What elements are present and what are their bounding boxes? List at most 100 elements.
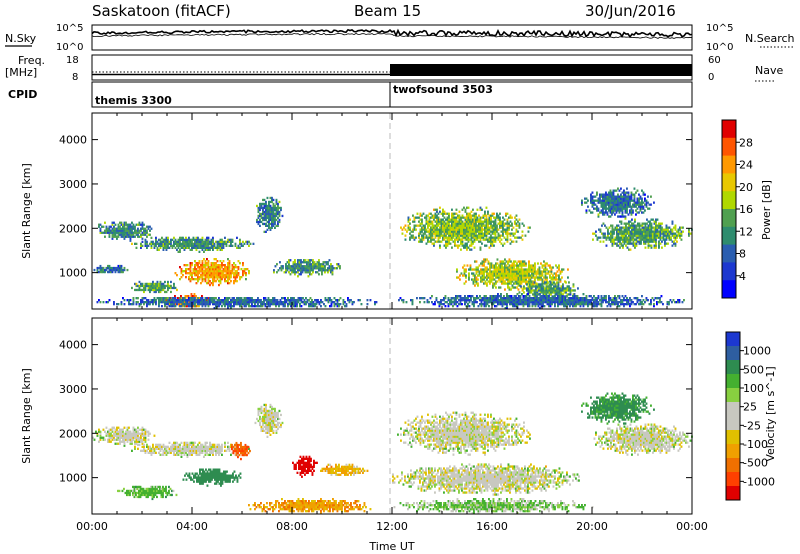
data-cell-2489: [469, 218, 471, 221]
data-cell-2793: [506, 218, 509, 221]
data-cell-1356: [194, 297, 196, 300]
data-cell-3443: [530, 283, 533, 286]
data-cell-2762: [502, 228, 504, 231]
data-cell-35: [111, 229, 114, 232]
data-cell-820: [212, 262, 214, 265]
data-cell-4064: [679, 226, 681, 229]
data-cell-4072: [688, 234, 690, 237]
data-cell-3930: [653, 232, 656, 235]
data-cell-3929: [653, 234, 656, 237]
data-cell-2621: [484, 230, 486, 233]
data-cell-32: [111, 235, 114, 238]
data-cell-4457: [438, 305, 441, 308]
data-cell-477: [237, 246, 240, 249]
data-cell-2073: [424, 226, 426, 229]
data-cell-2292: [449, 218, 452, 221]
data-cell-398: [206, 242, 208, 245]
data-cell-450: [221, 238, 223, 241]
data-cell-665: [180, 270, 183, 273]
data-cell-2773: [503, 222, 506, 225]
data-cell-2564: [476, 216, 479, 219]
data-cell-1780: [120, 266, 123, 270]
data-cell-4609: [497, 295, 499, 298]
data-cell-3957: [656, 224, 659, 227]
data-cell-2890: [474, 280, 476, 283]
data-cell-2505: [470, 222, 473, 225]
data-cell-1794: [279, 261, 281, 264]
data-cell-2914: [478, 270, 481, 273]
data-cell-3358: [544, 266, 547, 269]
data-cell-4591: [492, 301, 495, 304]
data-cell-1833: [294, 269, 296, 272]
data-cell-3838: [641, 236, 644, 239]
data-cell-3760: [629, 226, 632, 229]
data-cell-3977: [659, 226, 662, 229]
data-cell-80: [122, 229, 124, 232]
data-cell-2650: [487, 226, 489, 229]
data-cell-3500: [547, 287, 549, 290]
data-cell-1051: [159, 282, 162, 286]
data-cell-630: [275, 218, 278, 222]
data-cell-1073: [168, 284, 171, 288]
data-cell-4942: [596, 297, 598, 300]
data-cell-2807: [509, 216, 512, 219]
data-cell-2126: [431, 226, 434, 229]
data-cell-3245: [525, 270, 527, 273]
data-cell-3180: [517, 288, 520, 291]
data-cell-4601: [495, 301, 498, 304]
data-cell-87: [123, 231, 126, 234]
data-cell-4174: [606, 207, 609, 210]
data-cell-2345: [455, 226, 458, 229]
data-cell-183: [147, 225, 150, 228]
data-cell-273: [173, 244, 175, 247]
data-cell-536: [263, 210, 266, 214]
data-cell-2869: [465, 270, 467, 273]
data-cell-3012: [495, 274, 497, 277]
data-cell-1813: [288, 263, 290, 266]
data-cell-3229: [523, 280, 526, 283]
data-cell-2019: [413, 236, 416, 239]
data-cell-736: [200, 276, 202, 279]
data-cell-3751: [628, 220, 630, 223]
data-cell-204: [146, 240, 148, 243]
data-cell-3354: [544, 274, 547, 277]
data-cell-2277: [448, 220, 450, 223]
data-cell-3221: [522, 276, 524, 279]
data-cell-2577: [478, 214, 480, 217]
data-cell-740: [200, 266, 202, 269]
data-cell-2424: [463, 206, 465, 209]
data-cell-1594: [284, 297, 286, 300]
data-cell-3465: [538, 287, 540, 290]
data-cell-1200: [108, 299, 111, 302]
data-cell-1535: [260, 299, 262, 302]
data-cell-3914: [650, 222, 653, 225]
data-cell-2012: [412, 236, 414, 239]
data-cell-1025: [152, 282, 154, 286]
data-cell-1853: [298, 267, 301, 270]
data-cell-1955: [324, 265, 326, 268]
data-cell-657: [280, 206, 282, 210]
data-cell-1924: [315, 263, 317, 266]
data-cell-2265: [446, 212, 449, 215]
data-cell-2788: [506, 228, 509, 231]
data-cell-588: [269, 206, 272, 210]
data-cell-3889: [647, 224, 650, 227]
data-cell-1273: [162, 299, 165, 302]
data-cell-2180: [437, 220, 440, 223]
data-cell-2017: [412, 214, 414, 217]
data-cell-2204: [440, 224, 443, 227]
data-cell-237: [161, 240, 163, 243]
data-cell-1630: [299, 303, 301, 306]
data-cell-2472: [467, 220, 470, 223]
data-cell-4595: [494, 305, 496, 308]
data-cell-4159: [603, 195, 606, 198]
data-cell-2925: [481, 276, 484, 279]
data-cell-4691: [519, 295, 522, 298]
data-cell-2733: [497, 234, 500, 237]
data-cell-3196: [519, 278, 521, 281]
data-cell-2747: [499, 218, 501, 221]
data-cell-4056: [677, 234, 680, 237]
data-cell-2958: [486, 270, 488, 273]
data-cell-2201: [440, 230, 443, 233]
data-cell-3462: [536, 283, 539, 286]
